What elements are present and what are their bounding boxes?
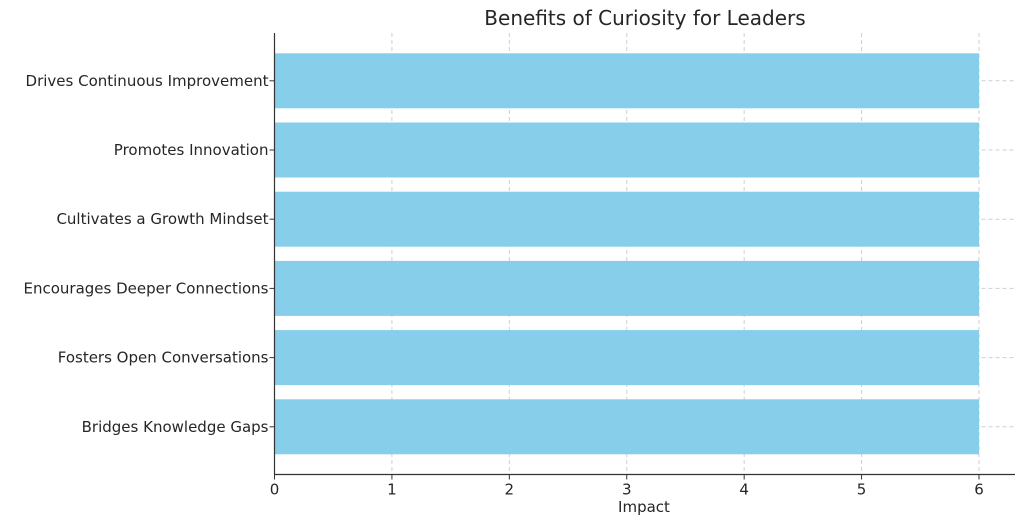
bar	[274, 330, 979, 386]
x-tick-label: 2	[505, 481, 515, 499]
category-labels: Bridges Knowledge Gaps Fosters Open Conve…	[24, 72, 275, 436]
category-label: Fosters Open Conversations	[58, 349, 269, 367]
bar	[274, 260, 979, 316]
category-label: Bridges Knowledge Gaps	[82, 418, 269, 436]
x-ticks: 0 1 2 3 4 5 6	[270, 474, 984, 499]
x-tick-label: 6	[974, 481, 984, 499]
bar	[274, 399, 979, 455]
chart-title: Benefits of Curiosity for Leaders	[484, 6, 805, 30]
x-tick-label: 0	[270, 481, 280, 499]
x-axis-label: Impact	[618, 498, 670, 516]
bar	[274, 122, 979, 178]
axes	[273, 33, 1015, 476]
bar	[274, 191, 979, 247]
x-tick-label: 1	[387, 481, 397, 499]
x-tick-label: 3	[622, 481, 632, 499]
x-tick-label: 4	[739, 481, 749, 499]
bars	[274, 53, 979, 455]
bar	[274, 53, 979, 109]
x-tick-label: 5	[857, 481, 867, 499]
category-label: Encourages Deeper Connections	[24, 279, 269, 297]
category-label: Cultivates a Growth Mindset	[56, 210, 268, 228]
category-label: Promotes Innovation	[114, 141, 269, 159]
category-label: Drives Continuous Improvement	[26, 72, 269, 90]
